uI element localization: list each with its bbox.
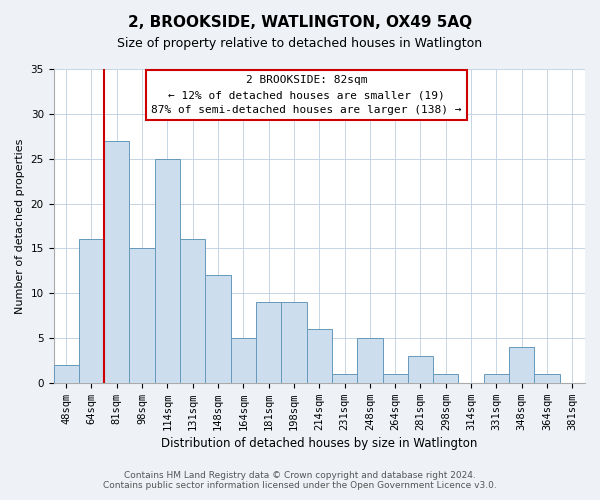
Bar — [53, 365, 79, 383]
Bar — [79, 240, 104, 383]
Text: Contains HM Land Registry data © Crown copyright and database right 2024.
Contai: Contains HM Land Registry data © Crown c… — [103, 470, 497, 490]
Bar — [180, 240, 205, 383]
Bar — [130, 248, 155, 383]
Bar — [535, 374, 560, 383]
Text: 2, BROOKSIDE, WATLINGTON, OX49 5AQ: 2, BROOKSIDE, WATLINGTON, OX49 5AQ — [128, 15, 472, 30]
Bar — [307, 329, 332, 383]
Bar — [281, 302, 307, 383]
Bar — [205, 275, 230, 383]
Text: 2 BROOKSIDE: 82sqm
← 12% of detached houses are smaller (19)
87% of semi-detache: 2 BROOKSIDE: 82sqm ← 12% of detached hou… — [151, 76, 462, 115]
Bar — [256, 302, 281, 383]
Bar — [155, 158, 180, 383]
Bar — [484, 374, 509, 383]
Bar — [357, 338, 383, 383]
Bar — [383, 374, 408, 383]
Bar — [332, 374, 357, 383]
Bar — [408, 356, 433, 383]
Bar — [104, 140, 130, 383]
Y-axis label: Number of detached properties: Number of detached properties — [15, 138, 25, 314]
Bar — [433, 374, 458, 383]
X-axis label: Distribution of detached houses by size in Watlington: Distribution of detached houses by size … — [161, 437, 478, 450]
Bar — [509, 347, 535, 383]
Text: Size of property relative to detached houses in Watlington: Size of property relative to detached ho… — [118, 38, 482, 51]
Bar — [230, 338, 256, 383]
